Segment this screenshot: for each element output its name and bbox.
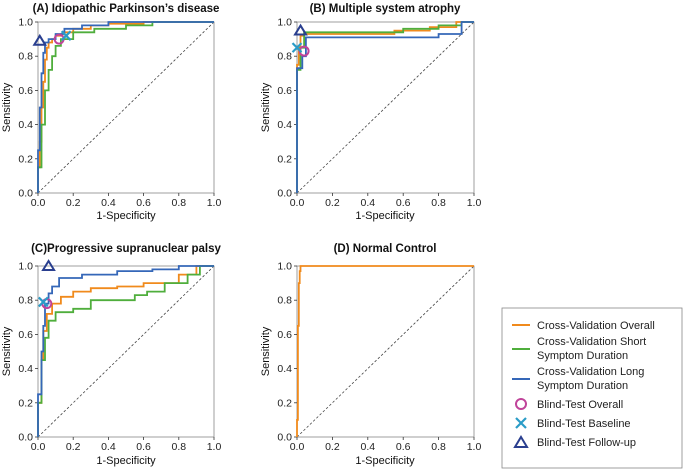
y-tick-label: 0.4 [277,119,292,131]
panel-3: (C)Progressive supranuclear palsy 0.00.0 0… [1,243,222,467]
legend-label-cv-short-2: Symptom Duration [537,350,628,362]
x-tick-label: 0.6 [396,197,411,209]
x-tick-label: 0.2 [325,197,340,209]
y-tick-label: 0.2 [277,397,292,409]
x-tick-label: 0.4 [360,441,375,453]
y-tick-label: 0.8 [18,295,33,307]
y-tick-label: 0.6 [277,85,292,97]
y-axis-label: Sensitivity [260,82,272,132]
x-tick-label: 0.8 [171,197,186,209]
legend-label-cv-short-1: Cross-Validation Short [537,336,646,348]
x-tick-label: 0.0 [290,441,305,453]
legend-label-cv-long-2: Symptom Duration [537,380,628,392]
y-axis-label: Sensitivity [1,326,13,376]
chance-diagonal [296,265,475,438]
roc-curve-cv-short [37,21,214,193]
point-bt-baseline [60,30,72,41]
roc-curve-cv-long [37,21,214,193]
y-tick-label: 0.2 [18,153,33,165]
x-tick-label: 0.2 [325,441,340,453]
y-tick-label: 0.8 [277,295,292,307]
legend-frame [501,307,683,469]
x-axis-label: 1-Specificity [96,210,156,222]
y-tick-label: 0.4 [18,363,33,375]
legend-label-cv-long-1: Cross-Validation Long [537,366,644,378]
x-axis-label: 1-Specificity [355,210,415,222]
panel-2: (B) Multiple system atrophy 0.00.0 0.2 0.2 0… [260,3,481,222]
x-tick-label: 0.4 [360,197,375,209]
panel-4: (D) Normal Control 0.00.0 0.2 0.2 0.4 0.4 0.6 0… [260,243,481,467]
panel-title: (D) Normal Control [334,243,437,255]
y-axis-label: Sensitivity [1,82,13,132]
point-bt-baseline [38,296,49,308]
x-tick-label: 1.0 [207,441,222,453]
y-axis-label: Sensitivity [260,326,272,376]
y-tick-label: 0.8 [277,51,292,63]
x-tick-label: 0.6 [396,441,411,453]
x-tick-label: 0.0 [31,441,46,453]
x-tick-label: 1.0 [207,197,222,209]
x-tick-label: 0.6 [136,441,151,453]
x-tick-label: 0.4 [101,197,116,209]
y-tick-label: 0.6 [277,329,292,341]
y-tick-label: 0.0 [18,432,33,444]
legend-label-bt-baseline: Blind-Test Baseline [537,418,631,430]
x-tick-label: 0.8 [171,441,186,453]
y-tick-label: 1.0 [277,17,292,29]
y-tick-label: 1.0 [18,261,33,273]
y-tick-label: 0.0 [18,188,33,200]
panel-title: (B) Multiple system atrophy [310,3,461,15]
x-tick-label: 0.2 [66,197,81,209]
chance-diagonal [296,21,475,194]
legend-marker-bt-overall [515,398,527,410]
point-bt-followup [41,259,56,271]
y-tick-label: 0.8 [18,51,33,63]
panel-title: (A) Idiopathic Parkinson’s disease [33,3,220,15]
legend-marker-bt-followup [513,435,529,448]
x-tick-label: 0.8 [431,441,446,453]
roc-curve-cv-overall [296,265,474,437]
roc-curve-cv-long [296,21,474,193]
x-axis-label: 1-Specificity [355,455,415,467]
legend: Cross-Validation Overall Cross-Validatio… [501,307,683,469]
y-tick-label: 0.2 [18,397,33,409]
point-bt-followup [32,33,48,46]
y-tick-label: 1.0 [18,17,33,29]
legend-marker-bt-baseline [515,417,527,429]
x-tick-label: 0.0 [31,197,46,209]
x-tick-label: 0.0 [290,197,305,209]
x-tick-label: 0.8 [431,197,446,209]
chance-diagonal [37,265,215,438]
y-tick-label: 0.0 [277,432,292,444]
y-tick-label: 0.0 [277,188,292,200]
panel-title: (C)Progressive supranuclear palsy [31,243,221,255]
y-tick-label: 0.4 [18,119,33,131]
panel-1: (A) Idiopathic Parkinson’s disease 0.00.0… [1,3,221,222]
plot-frame [37,265,215,438]
point-bt-baseline [291,42,303,53]
x-axis-label: 1-Specificity [96,455,156,467]
x-tick-label: 0.4 [101,441,116,453]
legend-label-cv-overall: Cross-Validation Overall [537,320,655,332]
x-tick-label: 0.2 [66,441,81,453]
legend-label-bt-followup: Blind-Test Follow-up [537,437,636,449]
x-tick-label: 0.6 [136,197,151,209]
roc-curve-cv-short [37,265,214,437]
legend-label-bt-overall: Blind-Test Overall [537,399,623,411]
point-bt-followup [293,23,308,36]
x-tick-label: 1.0 [467,197,482,209]
y-tick-label: 0.6 [18,85,33,97]
y-tick-label: 1.0 [277,261,292,273]
y-tick-label: 0.4 [277,363,292,375]
y-tick-label: 0.2 [277,153,292,165]
roc-curve-cv-long [37,265,214,437]
chance-diagonal [37,21,215,194]
y-tick-label: 0.6 [18,329,33,341]
x-tick-label: 1.0 [467,441,482,453]
